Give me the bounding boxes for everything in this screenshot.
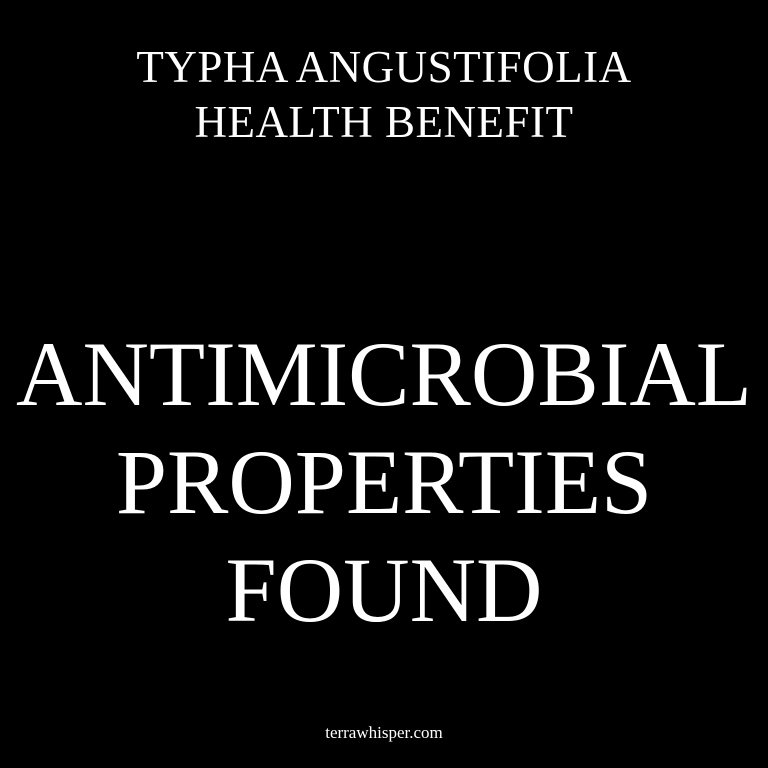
headline-line-2: PROPERTIES [115, 431, 653, 533]
plant-title: TYPHA ANGUSTIFOLIA HEALTH BENEFIT [0, 40, 768, 150]
headline-line-3: FOUND [225, 539, 543, 641]
benefit-headline: ANTIMICROBIAL PROPERTIES FOUND [0, 320, 768, 644]
site-watermark: terrawhisper.com [325, 723, 443, 742]
plant-name: TYPHA ANGUSTIFOLIA [136, 42, 632, 92]
headline-line-1: ANTIMICROBIAL [16, 323, 752, 425]
health-benefit-label: HEALTH BENEFIT [194, 97, 574, 147]
